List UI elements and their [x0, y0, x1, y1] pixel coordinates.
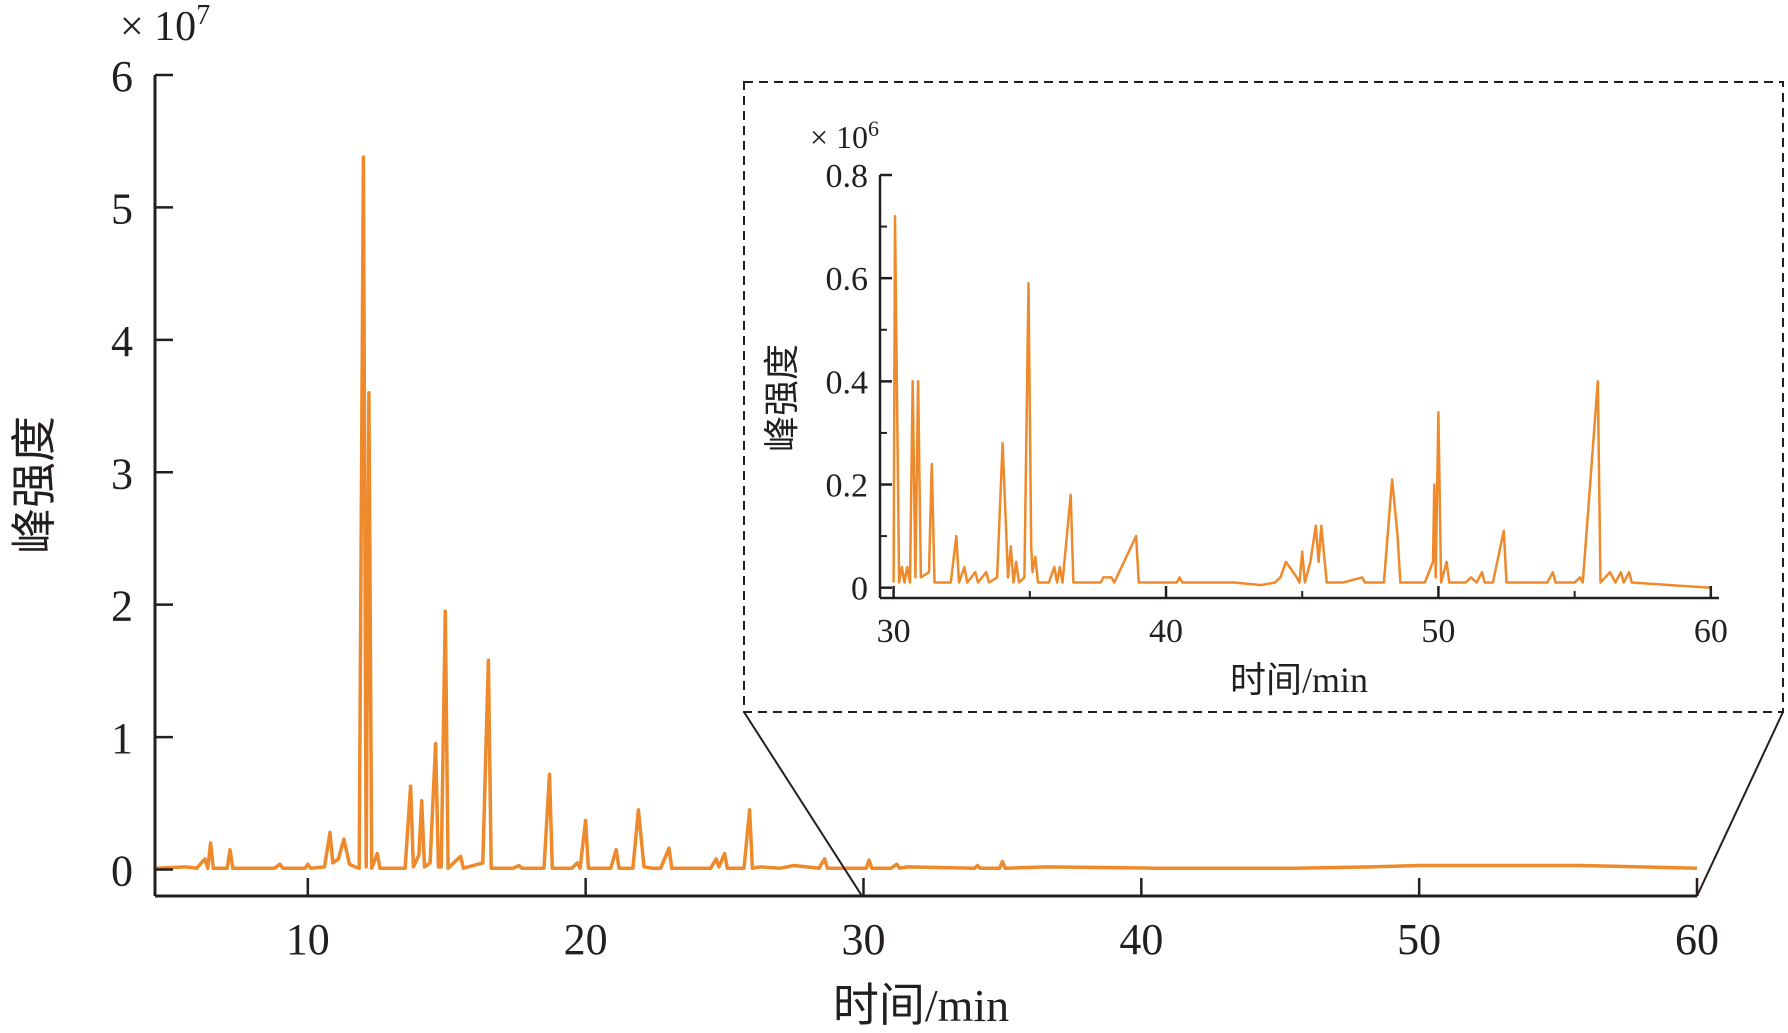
main-series-line-0: [154, 155, 1698, 870]
main-x-tick-label: 50: [1397, 915, 1441, 964]
main-y-tick-label: 2: [111, 582, 133, 631]
inset-y-axis-title: 峰强度: [762, 344, 802, 452]
main-y-ticks: 0 1 2 3 4 5 6: [111, 52, 173, 896]
inset-y-tick-label: 0.2: [826, 468, 869, 505]
main-y-tick-label: 0: [111, 847, 133, 896]
main-x-ticks: 10 20 30 40 50 60: [286, 878, 1719, 964]
inset-x-tick-label: 30: [877, 613, 911, 650]
main-y-tick-label: 5: [111, 184, 133, 233]
zoom-connector-left: [743, 711, 863, 897]
inset-chart: 0 0.2 0.4 0.6 0.8 30 40 50 60 × 106 峰强度 时间/min: [762, 116, 1728, 700]
inset-y-tick-label: 0.8: [826, 158, 869, 195]
main-y-axis-title: 峰强度: [9, 416, 60, 554]
main-x-axis-title: 时间/min: [833, 980, 1009, 1031]
main-x-tick-label: 30: [841, 915, 885, 964]
main-y-tick-label: 1: [111, 714, 133, 763]
inset-y-multiplier: × 106: [810, 116, 879, 155]
inset-series-line-0: [892, 215, 1711, 589]
inset-y-tick-label: 0.6: [826, 261, 869, 298]
inset-y-tick-label: 0: [851, 571, 868, 608]
main-series: [154, 155, 1698, 870]
inset-x-tick-label: 40: [1149, 613, 1183, 650]
main-y-multiplier: × 107: [120, 0, 210, 50]
inset-x-axis-title: 时间/min: [1230, 660, 1368, 700]
main-x-tick-label: 60: [1675, 915, 1719, 964]
main-x-tick-label: 40: [1119, 915, 1163, 964]
main-y-tick-label: 6: [111, 52, 133, 101]
inset-x-tick-label: 50: [1421, 613, 1455, 650]
main-x-tick-label: 10: [286, 915, 330, 964]
inset-x-tick-label: 60: [1694, 613, 1728, 650]
inset-x-ticks: 30 40 50 60: [877, 586, 1728, 650]
main-chart: 0 1 2 3 4 5 6 10 20 30 40 50 60 × 107 峰强度 时间/min: [9, 0, 1719, 1031]
main-x-tick-label: 20: [564, 915, 608, 964]
inset-y-tick-label: 0.4: [826, 364, 869, 401]
main-y-tick-label: 4: [111, 317, 133, 366]
inset-series: [892, 215, 1711, 589]
main-y-tick-label: 3: [111, 449, 133, 498]
zoom-connector-right: [1696, 711, 1784, 897]
inset-y-ticks: 0 0.2 0.4 0.6 0.8: [826, 158, 892, 608]
